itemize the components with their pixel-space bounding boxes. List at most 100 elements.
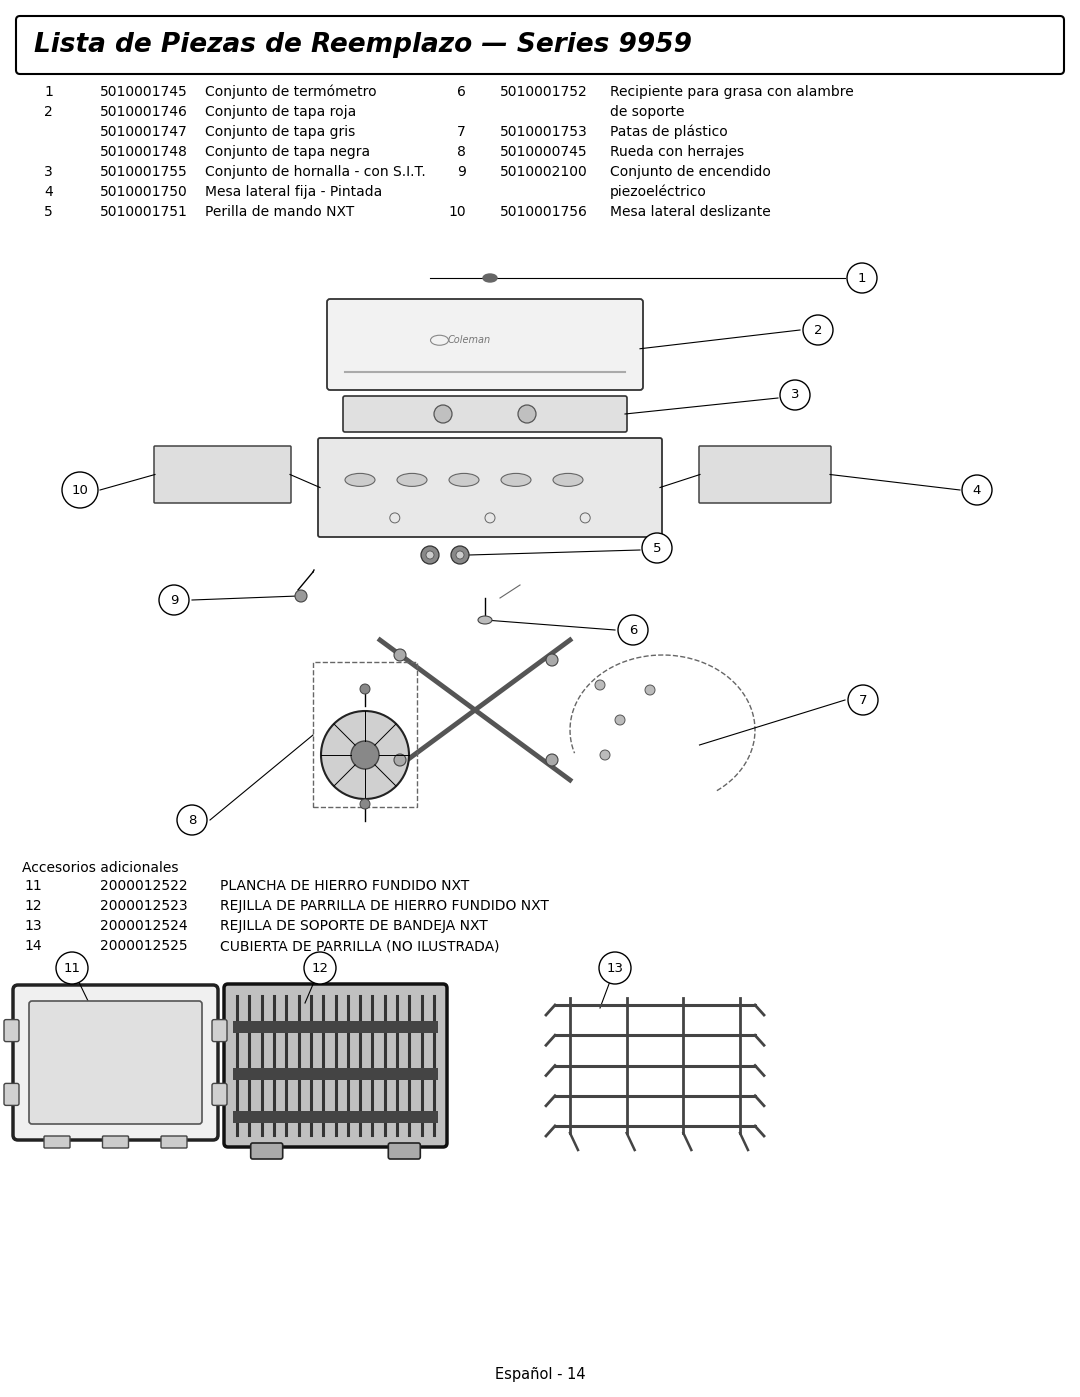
Circle shape [595,680,605,690]
Circle shape [360,685,370,694]
Circle shape [599,951,631,983]
Circle shape [847,263,877,293]
Circle shape [962,475,993,504]
FancyBboxPatch shape [233,1111,438,1123]
Text: Rueda con herrajes: Rueda con herrajes [610,145,744,159]
Text: PLANCHA DE HIERRO FUNDIDO NXT: PLANCHA DE HIERRO FUNDIDO NXT [220,879,469,893]
FancyBboxPatch shape [699,446,831,503]
Circle shape [351,740,379,768]
FancyBboxPatch shape [233,1021,438,1032]
Text: 3: 3 [44,165,53,179]
Text: Conjunto de tapa gris: Conjunto de tapa gris [205,124,355,138]
Text: 5010002100: 5010002100 [500,165,588,179]
Text: 3: 3 [791,388,799,401]
Text: 5010001755: 5010001755 [100,165,188,179]
Text: 1: 1 [858,271,866,285]
Text: 12: 12 [311,961,328,975]
Circle shape [642,534,672,563]
Circle shape [295,590,307,602]
Text: de soporte: de soporte [610,105,685,119]
Circle shape [645,685,654,694]
FancyBboxPatch shape [103,1136,129,1148]
Circle shape [394,650,406,661]
Circle shape [303,951,336,983]
FancyBboxPatch shape [154,446,291,503]
Text: Mesa lateral fija - Pintada: Mesa lateral fija - Pintada [205,184,382,198]
Circle shape [62,472,98,509]
Circle shape [546,754,558,766]
Circle shape [780,380,810,409]
Text: Lista de Piezas de Reemplazo — Series 9959: Lista de Piezas de Reemplazo — Series 99… [33,32,692,59]
Text: 2: 2 [44,105,53,119]
Text: 5010001750: 5010001750 [100,184,188,198]
Circle shape [360,799,370,809]
FancyBboxPatch shape [4,1084,19,1105]
Text: 13: 13 [25,919,42,933]
Text: Mesa lateral deslizante: Mesa lateral deslizante [610,205,771,219]
FancyBboxPatch shape [343,395,627,432]
FancyBboxPatch shape [29,1002,202,1125]
Text: Conjunto de termómetro: Conjunto de termómetro [205,85,377,99]
Text: 2: 2 [813,324,822,337]
Text: Conjunto de hornalla - con S.I.T.: Conjunto de hornalla - con S.I.T. [205,165,426,179]
Text: 14: 14 [25,939,42,953]
Circle shape [456,550,464,559]
Text: Conjunto de encendido: Conjunto de encendido [610,165,771,179]
Text: 5010001751: 5010001751 [100,205,188,219]
Circle shape [518,405,536,423]
FancyBboxPatch shape [4,1020,19,1042]
Text: 5010001746: 5010001746 [100,105,188,119]
FancyBboxPatch shape [212,1020,227,1042]
Circle shape [615,715,625,725]
Text: 5010001745: 5010001745 [100,85,188,99]
Text: 5010000745: 5010000745 [500,145,588,159]
Text: 2000012524: 2000012524 [100,919,188,933]
Text: Patas de plástico: Patas de plástico [610,124,728,140]
Circle shape [426,550,434,559]
FancyBboxPatch shape [224,983,447,1147]
Text: 9: 9 [457,165,465,179]
Text: 5010001747: 5010001747 [100,124,188,138]
Circle shape [56,951,87,983]
FancyBboxPatch shape [233,1067,438,1080]
Text: 1: 1 [44,85,53,99]
Circle shape [421,546,438,564]
Text: REJILLA DE PARRILLA DE HIERRO FUNDIDO NXT: REJILLA DE PARRILLA DE HIERRO FUNDIDO NX… [220,900,549,914]
Text: 5010001756: 5010001756 [500,205,588,219]
Text: 9: 9 [170,594,178,606]
FancyBboxPatch shape [389,1143,420,1160]
Ellipse shape [478,616,492,624]
Circle shape [618,615,648,645]
Text: Perilla de mando NXT: Perilla de mando NXT [205,205,354,219]
Text: 11: 11 [24,879,42,893]
Text: 12: 12 [25,900,42,914]
FancyBboxPatch shape [161,1136,187,1148]
Text: Accesorios adicionales: Accesorios adicionales [22,861,178,875]
Circle shape [321,711,409,799]
Circle shape [451,546,469,564]
Text: 4: 4 [44,184,53,198]
Text: 7: 7 [859,693,867,707]
Text: piezoeléctrico: piezoeléctrico [610,184,707,200]
Text: 10: 10 [448,205,465,219]
Circle shape [394,754,406,766]
FancyBboxPatch shape [318,439,662,536]
Text: Español - 14: Español - 14 [495,1368,585,1383]
FancyBboxPatch shape [251,1143,283,1160]
Ellipse shape [397,474,427,486]
FancyBboxPatch shape [16,15,1064,74]
Text: 4: 4 [973,483,982,496]
Text: Coleman: Coleman [448,335,491,345]
Text: 8: 8 [457,145,465,159]
Ellipse shape [345,474,375,486]
Circle shape [848,685,878,715]
Text: 5: 5 [652,542,661,555]
Ellipse shape [501,474,531,486]
Ellipse shape [483,274,497,282]
Text: 2000012523: 2000012523 [100,900,188,914]
Text: 6: 6 [629,623,637,637]
Text: 5010001752: 5010001752 [500,85,588,99]
Text: Conjunto de tapa roja: Conjunto de tapa roja [205,105,356,119]
Text: Recipiente para grasa con alambre: Recipiente para grasa con alambre [610,85,854,99]
Circle shape [434,405,453,423]
